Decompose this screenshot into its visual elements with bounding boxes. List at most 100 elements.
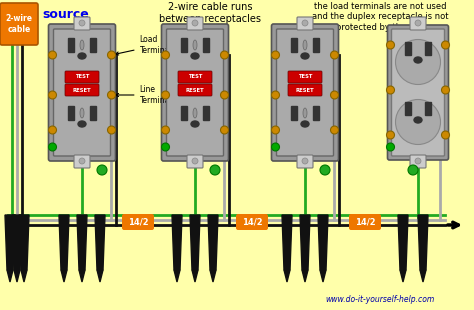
FancyBboxPatch shape (297, 17, 313, 30)
Bar (313, 106, 319, 120)
Circle shape (48, 51, 56, 59)
Polygon shape (192, 270, 198, 282)
Text: RESET: RESET (296, 87, 314, 92)
Ellipse shape (414, 117, 422, 123)
Circle shape (330, 126, 338, 134)
Bar (90, 38, 96, 52)
FancyBboxPatch shape (65, 84, 99, 96)
Ellipse shape (80, 40, 84, 50)
Bar (291, 38, 297, 52)
Circle shape (48, 91, 56, 99)
Circle shape (320, 165, 330, 175)
Circle shape (386, 41, 394, 49)
FancyBboxPatch shape (297, 155, 313, 168)
Polygon shape (12, 215, 22, 270)
Circle shape (441, 86, 449, 94)
Text: TEST: TEST (75, 74, 89, 79)
Polygon shape (282, 215, 292, 270)
Circle shape (272, 143, 280, 151)
Circle shape (441, 41, 449, 49)
Ellipse shape (395, 39, 440, 85)
Bar (425, 42, 431, 55)
FancyBboxPatch shape (166, 29, 224, 156)
FancyBboxPatch shape (388, 25, 448, 160)
Text: RESET: RESET (73, 87, 91, 92)
Circle shape (192, 158, 198, 164)
Polygon shape (208, 215, 218, 270)
Circle shape (210, 165, 220, 175)
Circle shape (48, 126, 56, 134)
Ellipse shape (78, 121, 86, 127)
Circle shape (48, 143, 56, 151)
Polygon shape (400, 270, 406, 282)
Polygon shape (19, 215, 29, 270)
Ellipse shape (303, 108, 307, 118)
FancyBboxPatch shape (392, 29, 445, 156)
FancyBboxPatch shape (74, 17, 90, 30)
Circle shape (272, 126, 280, 134)
Text: Load
Terminals: Load Terminals (116, 35, 176, 55)
FancyBboxPatch shape (187, 155, 203, 168)
FancyBboxPatch shape (236, 214, 268, 230)
FancyBboxPatch shape (178, 84, 212, 96)
FancyBboxPatch shape (410, 155, 426, 168)
Polygon shape (14, 270, 20, 282)
Circle shape (330, 51, 338, 59)
Ellipse shape (395, 100, 440, 144)
Text: www.do-it-yourself-help.com: www.do-it-yourself-help.com (325, 295, 435, 304)
Ellipse shape (193, 40, 197, 50)
Circle shape (386, 143, 394, 151)
FancyBboxPatch shape (288, 71, 322, 83)
Circle shape (441, 131, 449, 139)
Circle shape (162, 143, 170, 151)
Circle shape (386, 86, 394, 94)
Polygon shape (398, 215, 408, 270)
Bar (181, 106, 187, 120)
Ellipse shape (193, 108, 197, 118)
Polygon shape (21, 270, 27, 282)
Circle shape (272, 51, 280, 59)
Text: TEST: TEST (298, 74, 312, 79)
Text: 2-wire cable runs
between receptacles: 2-wire cable runs between receptacles (159, 2, 261, 24)
Text: 2-wire
cable: 2-wire cable (6, 14, 33, 34)
Polygon shape (300, 215, 310, 270)
Ellipse shape (301, 121, 309, 127)
Circle shape (415, 20, 421, 26)
FancyBboxPatch shape (0, 3, 38, 45)
Ellipse shape (80, 108, 84, 118)
Polygon shape (5, 215, 15, 270)
Polygon shape (190, 215, 200, 270)
Polygon shape (174, 270, 180, 282)
Polygon shape (97, 270, 103, 282)
Circle shape (108, 51, 116, 59)
Text: 14/2: 14/2 (128, 218, 148, 227)
Polygon shape (7, 270, 13, 282)
Bar (68, 106, 74, 120)
Polygon shape (61, 270, 67, 282)
Bar (203, 106, 209, 120)
FancyBboxPatch shape (178, 71, 212, 83)
Ellipse shape (303, 40, 307, 50)
Polygon shape (79, 270, 85, 282)
Text: 14/2: 14/2 (242, 218, 262, 227)
FancyBboxPatch shape (349, 214, 381, 230)
Circle shape (79, 158, 85, 164)
Circle shape (408, 165, 418, 175)
Polygon shape (318, 215, 328, 270)
Polygon shape (95, 215, 105, 270)
Circle shape (415, 158, 421, 164)
Circle shape (220, 126, 228, 134)
Circle shape (302, 20, 308, 26)
FancyBboxPatch shape (65, 71, 99, 83)
Bar (181, 38, 187, 52)
Bar (313, 38, 319, 52)
Circle shape (220, 91, 228, 99)
Circle shape (97, 165, 107, 175)
Text: TEST: TEST (188, 74, 202, 79)
Polygon shape (172, 215, 182, 270)
Circle shape (330, 91, 338, 99)
Circle shape (220, 51, 228, 59)
Circle shape (162, 91, 170, 99)
Text: Line
Terminals: Line Terminals (116, 85, 176, 105)
Bar (90, 106, 96, 120)
